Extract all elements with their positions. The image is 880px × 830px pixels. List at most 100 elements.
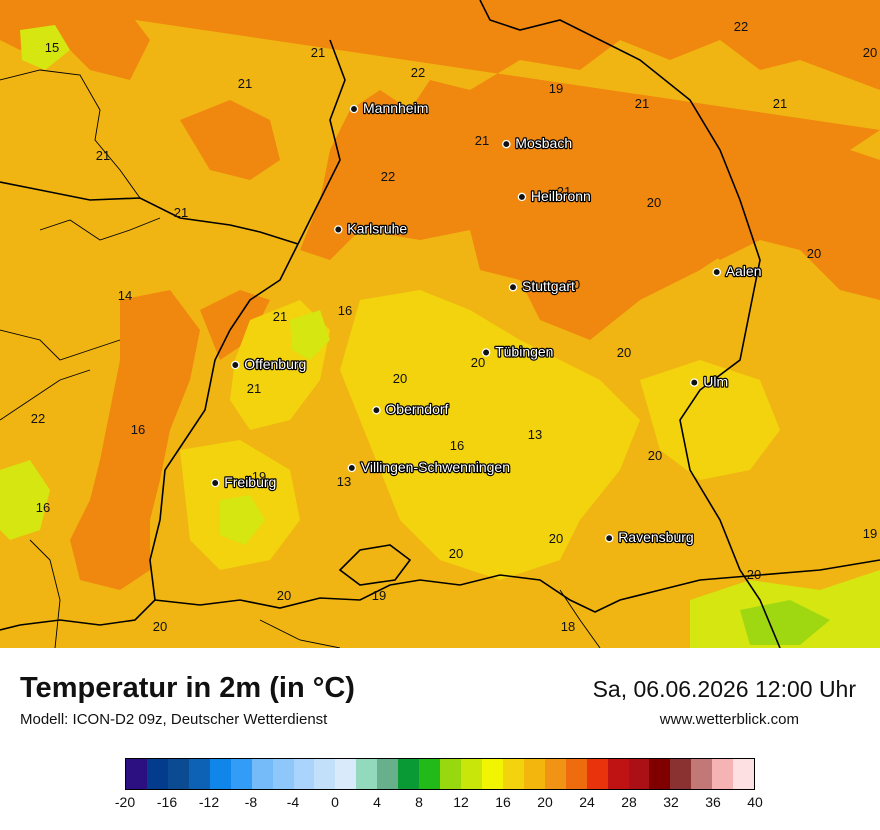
city-label: Oberndorf xyxy=(385,401,448,417)
city-dot xyxy=(508,282,518,292)
city-label: Tübingen xyxy=(495,344,553,360)
colorbar-tick: 4 xyxy=(373,794,381,810)
colorbar-tick: -12 xyxy=(198,794,220,810)
temperature-value: 21 xyxy=(247,381,261,396)
colorbar-swatch xyxy=(670,759,692,789)
colorbar-tick: -4 xyxy=(286,794,300,810)
website-link: www.wetterblick.com xyxy=(659,711,799,728)
city-label: Mosbach xyxy=(515,135,572,151)
temperature-value: 14 xyxy=(118,288,132,303)
temperature-value: 21 xyxy=(174,205,188,220)
temperature-labels: 15 21 22 21 19 21 21 22 20 21 22 21 20 21 21 20 14 21 20 16… xyxy=(31,19,877,634)
colorbar-tick: 40 xyxy=(747,794,763,810)
temperature-value: 20 xyxy=(648,448,662,463)
temperature-value: 16 xyxy=(450,438,464,453)
minor-borders xyxy=(0,69,601,648)
temperature-map: 15 21 22 21 19 21 21 22 20 21 22 21 20 21 21 20 14 21 20 16… xyxy=(0,0,880,648)
colorbar-tick: -20 xyxy=(114,794,136,810)
temperature-value: 20 xyxy=(647,195,661,210)
temperature-value: 13 xyxy=(528,427,542,442)
colorbar-swatch xyxy=(440,759,461,789)
colorbar-swatch xyxy=(377,759,399,789)
colorbar-swatch xyxy=(126,759,147,789)
city-label: Freiburg xyxy=(224,474,276,490)
colorbar-swatch xyxy=(167,759,189,789)
city-dot xyxy=(210,478,220,488)
temperature-value: 19 xyxy=(372,588,386,603)
colorbar-swatch xyxy=(586,759,608,789)
temperature-value: 20 xyxy=(153,619,167,634)
colorbar-swatch xyxy=(188,759,210,789)
colorbar-tick: -8 xyxy=(244,794,258,810)
temperature-value: 19 xyxy=(863,526,877,541)
temperature-value: 22 xyxy=(411,65,425,80)
temperature-value: 20 xyxy=(449,546,463,561)
temperature-value: 19 xyxy=(549,81,563,96)
city-dot xyxy=(502,139,511,149)
city-label: Ravensburg xyxy=(618,529,694,545)
city-label: Stuttgart xyxy=(522,278,575,294)
city-label: Karlsruhe xyxy=(347,221,407,237)
colorbar-swatch xyxy=(523,759,545,789)
city-dot xyxy=(231,360,240,370)
colorbar-swatch xyxy=(461,759,482,789)
colorbar-tick: -16 xyxy=(156,794,178,810)
temperature-value: 13 xyxy=(337,474,351,489)
temperature-value: 20 xyxy=(393,371,407,386)
colorbar-swatch xyxy=(565,759,587,789)
colorbar-swatch xyxy=(419,759,441,789)
temperature-value: 20 xyxy=(566,277,580,292)
cool-zones xyxy=(0,25,880,648)
temperature-value: 22 xyxy=(31,411,45,426)
colorbar-swatch xyxy=(314,759,336,789)
colorbar-tick: 0 xyxy=(331,794,339,810)
temperature-value: 20 xyxy=(807,246,821,261)
temperature-value: 20 xyxy=(617,345,631,360)
city-dot xyxy=(604,533,614,543)
temperature-value: 22 xyxy=(381,169,395,184)
city-dot xyxy=(481,348,491,357)
temperature-value: 20 xyxy=(471,355,485,370)
temperature-value: 21 xyxy=(557,184,571,199)
temperature-value: 21 xyxy=(311,45,325,60)
temperature-value: 20 xyxy=(549,531,563,546)
colorbar-tick: 32 xyxy=(663,794,679,810)
city-dot xyxy=(334,225,343,234)
colorbar-swatch xyxy=(712,759,734,789)
colorbar-swatch xyxy=(733,759,755,789)
temperature-value: 19 xyxy=(252,469,266,484)
warm-zones xyxy=(0,0,880,590)
temperature-value: 21 xyxy=(96,148,110,163)
colorbar-tick: 28 xyxy=(621,794,637,810)
city-dot xyxy=(349,104,359,114)
temperature-value: 21 xyxy=(635,96,649,111)
colorbar-tick: 24 xyxy=(579,794,595,810)
colorbar-swatch xyxy=(398,759,420,789)
colorbar-swatch xyxy=(649,759,671,789)
colorbar-swatch xyxy=(544,759,566,789)
temperature-value: 20 xyxy=(863,45,877,60)
temperature-value: 15 xyxy=(45,40,59,55)
colorbar-ticks: -20 -16 -12 -8 -4 0 4 8 12 16 20 24 28 32 36 40 xyxy=(0,794,880,814)
temperature-value: 20 xyxy=(277,588,291,603)
colorbar-swatch xyxy=(230,759,252,789)
colorbar-swatch xyxy=(481,759,503,789)
temperature-value: 16 xyxy=(338,303,352,318)
colorbar-swatch xyxy=(251,759,273,789)
colorbar-tick: 20 xyxy=(537,794,553,810)
city-label: Offenburg xyxy=(244,356,306,372)
city-label: Villingen-Schwenningen xyxy=(361,459,510,475)
colorbar-tick: 16 xyxy=(495,794,511,810)
valid-datetime: Sa, 06.06.2026 12:00 Uhr xyxy=(592,676,856,702)
colorbar-swatch xyxy=(272,759,294,789)
borders xyxy=(0,0,880,648)
colorbar-swatch xyxy=(691,759,713,789)
temperature-value: 21 xyxy=(273,309,287,324)
temperature-value: 16 xyxy=(36,500,50,515)
colorbar-swatch xyxy=(335,759,357,789)
colorbar-swatch xyxy=(209,759,231,789)
colorbar-swatch xyxy=(502,759,524,789)
temperature-value: 16 xyxy=(131,422,145,437)
city-label: Ulm xyxy=(703,374,728,390)
colorbar-swatch xyxy=(356,759,378,789)
